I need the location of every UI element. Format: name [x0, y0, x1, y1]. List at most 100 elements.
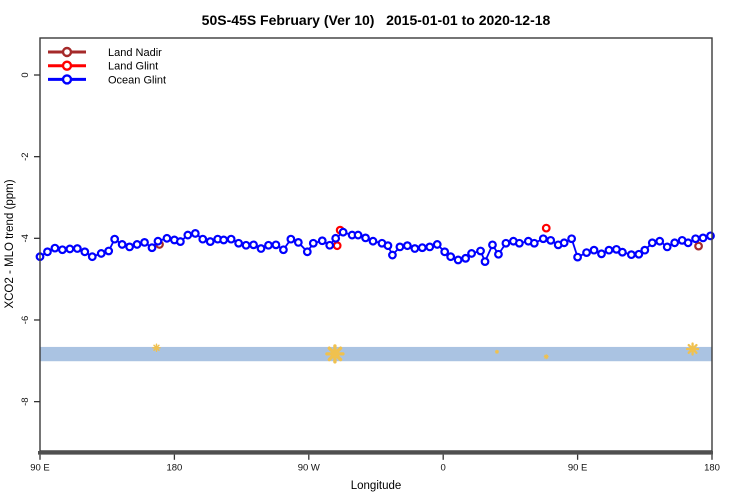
ocean-glint-point	[234, 238, 244, 248]
ocean-glint-point	[453, 255, 463, 265]
legend-label-ocean-glint: Ocean Glint	[108, 74, 166, 86]
x-axis-tick-label: 90 E	[568, 462, 588, 473]
ocean-glint-point	[338, 227, 348, 237]
ocean-glint-point	[604, 245, 614, 255]
ocean-glint-point	[410, 244, 420, 253]
ocean-glint-point	[567, 234, 577, 244]
ocean-glint-point	[140, 238, 149, 247]
ocean-glint-point	[647, 238, 657, 248]
ocean-glint-point	[538, 234, 548, 244]
legend-marker-ocean-glint	[61, 74, 73, 85]
ocean-glint-point	[461, 253, 471, 263]
ocean-glint-point	[325, 240, 335, 250]
ocean-glint-point	[87, 252, 97, 262]
ocean-glint-point	[110, 234, 120, 244]
ocean-glint-point	[96, 249, 106, 258]
ocean-glint-point	[626, 250, 636, 260]
ocean-glint-point	[573, 252, 582, 262]
ocean-glint-point	[494, 249, 503, 259]
ocean-glint-point	[104, 246, 114, 256]
ocean-glint-point	[205, 237, 215, 246]
ocean-glint-point	[476, 246, 485, 256]
x-axis-tick-label: 90 W	[298, 462, 320, 473]
ocean-glint-point	[153, 236, 163, 246]
ocean-glint-point	[440, 247, 450, 257]
x-axis-tick-label: 180	[166, 462, 182, 473]
ocean-glint-point	[219, 235, 229, 245]
ocean-glint-point	[388, 250, 397, 260]
ocean-glint-point	[353, 230, 363, 240]
land-nadir-point	[694, 241, 703, 251]
ocean-glint-point	[361, 233, 370, 243]
ocean-glint-point	[546, 235, 556, 245]
ocean-glint-point	[582, 248, 591, 258]
ocean-glint-point	[383, 241, 393, 251]
ocean-glint-point	[226, 234, 236, 244]
x-axis-tick-label: 90 E	[30, 462, 50, 473]
ocean-glint-point	[117, 240, 127, 249]
ocean-glint-point	[162, 233, 172, 243]
ocean-glint-point	[640, 245, 650, 255]
ocean-glint-point	[655, 236, 665, 246]
ocean-glint-point	[331, 233, 341, 243]
ocean-glint-point	[58, 245, 67, 255]
ocean-glint-point	[670, 238, 680, 248]
ocean-glint-point	[480, 257, 490, 266]
ocean-glint-point	[72, 244, 82, 253]
ocean-glint-point	[80, 247, 90, 257]
ocean-glint-point	[43, 247, 52, 257]
y-axis-label: XCO2 - MLO trend (ppm)	[4, 179, 16, 308]
ocean-glint-point	[132, 240, 142, 249]
ocean-glint-point	[597, 249, 606, 259]
ocean-glint-point	[514, 238, 524, 248]
chart-title: 50S-45S February (Ver 10) 2015-01-01 to …	[202, 12, 551, 28]
ocean-glint-point	[65, 244, 75, 254]
band-asterisk-mark	[687, 343, 698, 355]
uncertainty-band	[40, 346, 712, 362]
plot-area: 90 E 180 90 W 0 90 E 180 0 -2 -4 -6 -8 Land Nadir La…	[20, 37, 720, 473]
ocean-glint-point	[683, 238, 693, 248]
ocean-glint-point	[190, 229, 200, 238]
ocean-glint-point	[271, 240, 281, 250]
ocean-glint-point	[488, 240, 497, 250]
legend-marker-land-nadir	[61, 46, 73, 58]
ocean-glint-point	[425, 242, 435, 252]
ocean-glint-point	[559, 238, 569, 248]
legend-marker-land-glint	[61, 60, 73, 71]
ocean-glint-point	[183, 230, 193, 240]
ocean-glint-point	[368, 236, 378, 246]
ocean-glint-point	[634, 249, 644, 259]
ocean-glint-point	[467, 249, 476, 258]
ocean-glint-point	[698, 233, 708, 243]
land-glint-point	[541, 223, 551, 233]
ocean-glint-point	[317, 236, 327, 246]
band-asterisk-mark	[327, 346, 343, 362]
ocean-glint-point	[395, 242, 405, 252]
ocean-glint-point	[125, 242, 135, 252]
ocean-glint-point	[706, 231, 715, 241]
band-asterisk-mark	[153, 344, 160, 351]
ocean-glint-point	[589, 245, 599, 255]
ocean-glint-point	[446, 252, 456, 262]
x-axis-label: Longitude	[351, 480, 402, 492]
y-axis-tick-label: -8	[20, 397, 31, 405]
y-axis-tick-label: -4	[20, 234, 31, 242]
legend-label-land-glint: Land Glint	[108, 61, 158, 73]
band-asterisk-mark	[495, 350, 499, 354]
ocean-glint-point	[286, 234, 296, 244]
x-axis-tick-label: 180	[704, 462, 720, 473]
ocean-glint-point	[691, 234, 700, 244]
ocean-glint-point	[402, 241, 412, 251]
ocean-glint-point	[501, 238, 511, 248]
ocean-glint-point	[529, 238, 539, 248]
y-axis-tick-label: -6	[20, 316, 31, 324]
ocean-glint-point	[175, 237, 185, 246]
x-axis-tick-label: 0	[441, 462, 446, 473]
ocean-glint-point	[198, 234, 208, 244]
ocean-glint-point	[618, 247, 627, 257]
ocean-glint-point	[249, 240, 258, 250]
ocean-glint-point	[662, 242, 672, 252]
ocean-glint-point	[279, 245, 288, 255]
ocean-glint-point	[50, 243, 60, 253]
